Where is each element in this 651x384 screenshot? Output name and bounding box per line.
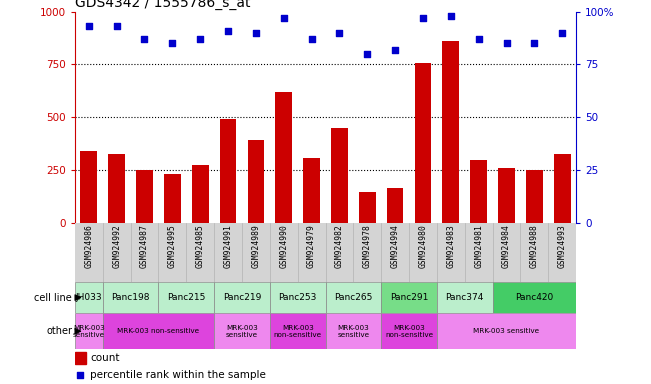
Bar [326,282,381,313]
Bar [326,313,381,349]
Point [473,36,484,42]
Point [279,15,289,21]
Point [75,372,85,378]
Bar [331,127,348,223]
Bar [136,170,153,223]
Text: GSM924989: GSM924989 [251,225,260,268]
Bar [270,313,326,349]
Bar [75,313,103,349]
Text: Panc219: Panc219 [223,293,261,302]
Text: GSM924982: GSM924982 [335,225,344,268]
Point [223,28,233,34]
Text: MRK-003 non-sensitive: MRK-003 non-sensitive [117,328,199,334]
Text: Panc198: Panc198 [111,293,150,302]
Point [362,51,372,57]
Point [445,13,456,19]
Text: Panc374: Panc374 [445,293,484,302]
Text: MRK-003
sensitive: MRK-003 sensitive [226,325,258,338]
Point [307,36,317,42]
Text: MRK-003
non-sensitive: MRK-003 non-sensitive [385,325,433,338]
Text: GSM924995: GSM924995 [168,225,177,268]
Text: MRK-003 sensitive: MRK-003 sensitive [473,328,540,334]
Bar [303,158,320,223]
Text: Panc253: Panc253 [279,293,317,302]
Point [111,23,122,30]
Text: GSM924990: GSM924990 [279,225,288,268]
Bar [437,313,576,349]
Bar [270,282,326,313]
Bar [103,313,214,349]
Bar [219,119,236,223]
Text: cell line: cell line [35,293,72,303]
Text: Panc420: Panc420 [515,293,553,302]
Text: GSM924983: GSM924983 [447,225,455,268]
Text: count: count [90,353,119,363]
Text: Panc265: Panc265 [334,293,372,302]
Point [334,30,344,36]
Bar [415,63,432,223]
Text: GSM924988: GSM924988 [530,225,539,268]
Point [557,30,568,36]
Bar [526,170,543,223]
Text: JH033: JH033 [76,293,102,302]
Bar [81,151,97,223]
Point [390,46,400,53]
Text: GSM924981: GSM924981 [474,225,483,268]
Point [418,15,428,21]
Text: GSM924985: GSM924985 [196,225,204,268]
Text: GDS4342 / 1555786_s_at: GDS4342 / 1555786_s_at [75,0,251,10]
Bar [247,140,264,223]
Point [195,36,206,42]
Bar [437,282,493,313]
Bar [493,282,576,313]
Bar [498,168,515,223]
Bar [359,192,376,223]
Bar [103,282,158,313]
Point [83,23,94,30]
Bar [75,352,86,364]
Bar [164,174,181,223]
Bar [75,282,103,313]
Point [167,40,178,46]
Text: GSM924994: GSM924994 [391,225,400,268]
Text: GSM924980: GSM924980 [419,225,428,268]
Point [139,36,150,42]
Text: GSM924993: GSM924993 [558,225,567,268]
Point [529,40,540,46]
Point [251,30,261,36]
Text: MRK-003
sensitive: MRK-003 sensitive [73,325,105,338]
Text: percentile rank within the sample: percentile rank within the sample [90,370,266,380]
Bar [554,154,570,223]
Bar [192,165,208,223]
Text: Panc215: Panc215 [167,293,206,302]
Text: GSM924986: GSM924986 [84,225,93,268]
Text: MRK-003
sensitive: MRK-003 sensitive [337,325,369,338]
Text: GSM924978: GSM924978 [363,225,372,268]
Bar [108,154,125,223]
Bar [387,188,404,223]
Text: other: other [46,326,72,336]
Text: GSM924984: GSM924984 [502,225,511,268]
Text: Panc291: Panc291 [390,293,428,302]
Bar [158,282,214,313]
Text: GSM924979: GSM924979 [307,225,316,268]
Bar [214,313,270,349]
Text: GSM924987: GSM924987 [140,225,149,268]
Bar [214,282,270,313]
Bar [381,282,437,313]
Bar [470,161,487,223]
Text: GSM924991: GSM924991 [223,225,232,268]
Bar [443,41,459,223]
Bar [381,313,437,349]
Point [501,40,512,46]
Bar [275,92,292,223]
Text: MRK-003
non-sensitive: MRK-003 non-sensitive [273,325,322,338]
Text: GSM924992: GSM924992 [112,225,121,268]
